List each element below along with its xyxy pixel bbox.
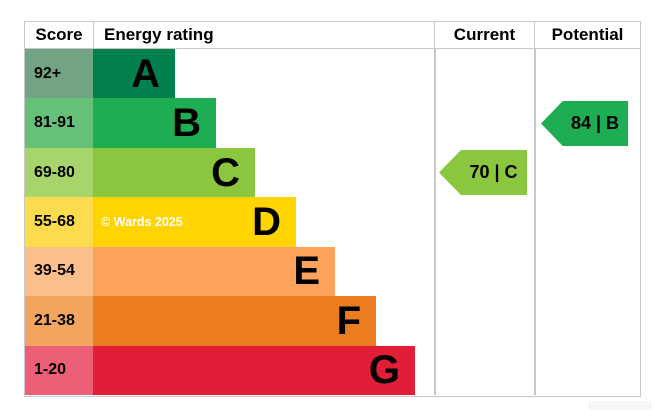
- rating-bar-d: © Wards 2025 D: [93, 197, 296, 247]
- band-letter-b: B: [172, 101, 201, 146]
- score-range-g: 1-20: [25, 345, 93, 395]
- header-potential: Potential: [534, 22, 640, 48]
- header-current: Current: [434, 22, 534, 48]
- score-range-f: 21-38: [25, 296, 93, 346]
- rating-bar-c: C: [93, 147, 255, 198]
- band-row-a: 92+ A: [25, 49, 640, 99]
- potential-rating-label: 84 | B: [570, 113, 620, 133]
- rating-bar-f: F: [93, 296, 376, 346]
- header-score: Score: [35, 25, 83, 44]
- band-row-g: 1-20 G: [25, 345, 640, 395]
- score-range-a: 92+: [25, 49, 93, 99]
- band-row-c: 69-80 C: [25, 147, 640, 198]
- current-rating-arrow: 70 | C: [439, 150, 527, 195]
- current-column-divider: [434, 49, 436, 395]
- score-range-b: 81-91: [25, 98, 93, 148]
- cropped-corner-watermark: [588, 401, 652, 410]
- potential-rating-arrow: 84 | B: [541, 101, 628, 146]
- band-row-e: 39-54 E: [25, 246, 640, 297]
- rating-bar-e: E: [93, 246, 335, 297]
- header-energy-rating: Energy rating: [93, 22, 434, 48]
- epc-table: Score Energy rating Current Potential 92…: [24, 21, 641, 397]
- rating-bar-b: B: [93, 98, 216, 148]
- epc-table-body: 92+ A 81-91 B 69-80 C 55-68: [25, 49, 640, 395]
- score-range-c: 69-80: [25, 147, 93, 198]
- wards-watermark: © Wards 2025: [101, 214, 183, 229]
- band-letter-a: A: [131, 51, 160, 96]
- epc-table-header: Score Energy rating Current Potential: [25, 22, 640, 49]
- band-row-b: 81-91 B: [25, 98, 640, 148]
- rating-bar-a: A: [93, 49, 175, 99]
- band-row-f: 21-38 F: [25, 296, 640, 346]
- band-letter-e: E: [293, 249, 320, 294]
- rating-bar-g: G: [93, 345, 415, 395]
- score-range-e: 39-54: [25, 246, 93, 297]
- potential-column-divider: [534, 49, 536, 395]
- band-letter-f: F: [336, 298, 361, 343]
- band-row-d: 55-68 © Wards 2025 D: [25, 197, 640, 247]
- band-letter-g: G: [368, 348, 400, 393]
- score-range-d: 55-68: [25, 197, 93, 247]
- current-rating-label: 70 | C: [469, 162, 518, 182]
- band-letter-d: D: [252, 199, 281, 244]
- band-letter-c: C: [211, 150, 240, 195]
